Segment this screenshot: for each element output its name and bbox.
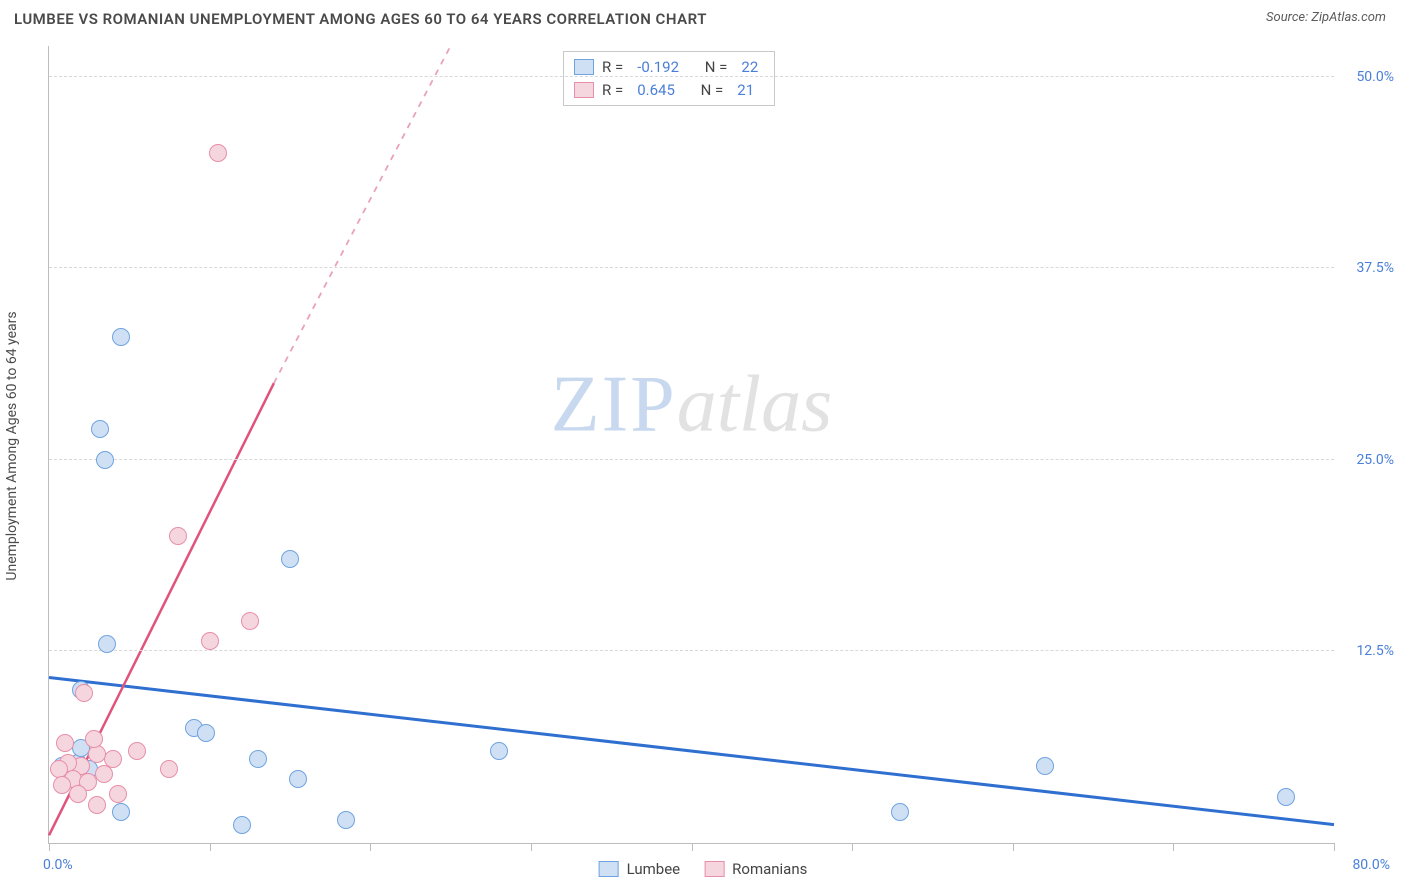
y-tick-label: 37.5% xyxy=(1356,260,1394,276)
n-value-romanians: 21 xyxy=(737,79,754,102)
scatter-plot-area: ZIPatlas R = -0.192 N = 22 R = 0.645 N =… xyxy=(48,46,1334,844)
data-point xyxy=(112,328,130,346)
data-point xyxy=(88,745,106,763)
data-point xyxy=(85,730,103,748)
x-tick xyxy=(531,843,532,851)
data-point xyxy=(98,635,116,653)
watermark: ZIPatlas xyxy=(551,359,833,450)
data-point xyxy=(96,451,114,469)
data-point xyxy=(490,742,508,760)
gridline xyxy=(49,459,1334,460)
chart-title: LUMBEE VS ROMANIAN UNEMPLOYMENT AMONG AG… xyxy=(14,10,707,28)
data-point xyxy=(88,796,106,814)
y-tick-label: 50.0% xyxy=(1356,69,1394,85)
x-min-label: 0.0% xyxy=(43,857,73,873)
data-point xyxy=(201,632,219,650)
y-tick-label: 12.5% xyxy=(1356,643,1394,659)
x-tick xyxy=(1173,843,1174,851)
data-point xyxy=(112,803,130,821)
data-point xyxy=(233,816,251,834)
series-legend: Lumbee Romanians xyxy=(599,860,808,878)
data-point xyxy=(241,612,259,630)
watermark-zip: ZIP xyxy=(551,360,677,448)
x-tick xyxy=(692,843,693,851)
chart-header: LUMBEE VS ROMANIAN UNEMPLOYMENT AMONG AG… xyxy=(0,0,1406,34)
legend-item-romanians: Romanians xyxy=(704,860,807,878)
legend-swatch-romanians xyxy=(704,861,724,877)
data-point xyxy=(128,742,146,760)
gridline xyxy=(49,267,1334,268)
legend-swatch-lumbee xyxy=(599,861,619,877)
legend-label-lumbee: Lumbee xyxy=(627,860,681,878)
data-point xyxy=(1277,788,1295,806)
y-tick-label: 25.0% xyxy=(1356,452,1394,468)
legend-label-romanians: Romanians xyxy=(732,860,807,878)
n-label: N = xyxy=(701,79,724,102)
data-point xyxy=(891,803,909,821)
data-point xyxy=(69,785,87,803)
legend-item-lumbee: Lumbee xyxy=(599,860,681,878)
data-point xyxy=(56,734,74,752)
correlation-legend: R = -0.192 N = 22 R = 0.645 N = 21 xyxy=(563,51,775,106)
data-point xyxy=(197,724,215,742)
gridline xyxy=(49,76,1334,77)
x-tick xyxy=(49,843,50,851)
swatch-lumbee xyxy=(574,59,594,75)
trend-lines-svg xyxy=(49,46,1334,843)
r-label: R = xyxy=(602,79,623,102)
data-point xyxy=(337,811,355,829)
source-label: Source: ZipAtlas.com xyxy=(1266,10,1386,25)
trend-line xyxy=(274,46,451,383)
x-tick xyxy=(370,843,371,851)
data-point xyxy=(289,770,307,788)
x-tick xyxy=(1013,843,1014,851)
data-point xyxy=(75,684,93,702)
swatch-romanians xyxy=(574,82,594,98)
gridline xyxy=(49,650,1334,651)
data-point xyxy=(281,550,299,568)
x-max-label: 80.0% xyxy=(1352,857,1390,873)
data-point xyxy=(109,785,127,803)
y-axis-title: Unemployment Among Ages 60 to 64 years xyxy=(4,311,20,580)
data-point xyxy=(249,750,267,768)
x-tick xyxy=(210,843,211,851)
data-point xyxy=(1036,757,1054,775)
x-tick xyxy=(1334,843,1335,851)
data-point xyxy=(169,527,187,545)
trend-line xyxy=(49,677,1334,824)
data-point xyxy=(91,420,109,438)
watermark-atlas: atlas xyxy=(677,360,833,448)
data-point xyxy=(95,765,113,783)
correlation-row-romanians: R = 0.645 N = 21 xyxy=(574,79,764,102)
data-point xyxy=(160,760,178,778)
r-value-romanians: 0.645 xyxy=(637,79,675,102)
x-tick xyxy=(852,843,853,851)
data-point xyxy=(209,144,227,162)
